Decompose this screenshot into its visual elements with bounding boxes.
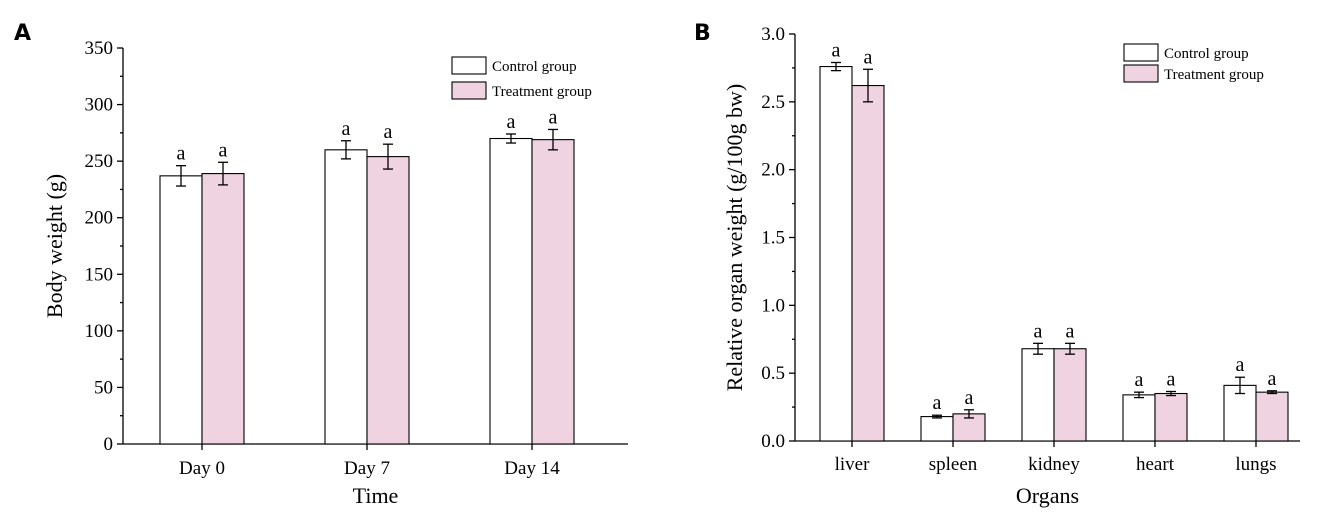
panel-b-significance-label: a [864, 46, 873, 68]
panel-a-bar-treatment [531, 139, 575, 445]
panel-b-bar-control [819, 66, 853, 442]
panel-b-bar-control [1122, 394, 1156, 442]
panel-a-x-tick-label: Day 14 [504, 458, 560, 479]
panel-a-legend-label-treatment: Treatment group [492, 84, 592, 100]
panel-b-bar-control [920, 416, 954, 442]
panel-b-legend-label-treatment: Treatment group [1164, 67, 1264, 83]
panel-a-significance-label: a [342, 118, 351, 140]
panel-a-x-tick-label: Day 0 [179, 458, 225, 479]
panel-b-bar-treatment [1154, 392, 1188, 442]
panel-b-y-tick-label: 2.0 [761, 160, 785, 181]
panel-b-bar-treatment [851, 85, 885, 442]
panel-a: A 0 50 100 150 200 250 300 350 Day 0 a a Day 7 a a Day… [14, 21, 628, 508]
panel-a-bar-treatment [201, 173, 245, 445]
panel-a-y-tick-label: 250 [85, 151, 114, 172]
panel-b-y-tick-label: 1.5 [761, 228, 785, 249]
panel-a-x-axis-title: Time [353, 483, 399, 508]
panel-b-y-tick-label: 0.0 [761, 431, 785, 452]
panel-b-x-tick-label: heart [1136, 454, 1175, 475]
panel-b-significance-label: a [933, 392, 942, 414]
panel-a-bar-control [489, 137, 533, 445]
panel-b-y-tick-label: 1.0 [761, 295, 785, 316]
panel-a-letter: A [14, 21, 31, 46]
panel-a-legend-swatch-control [451, 56, 487, 75]
panel-b-legend-swatch-control [1123, 43, 1159, 62]
panel-b-x-tick-label: spleen [929, 454, 978, 475]
panel-a-y-tick-label: 150 [85, 264, 114, 285]
panel-a-significance-label: a [219, 139, 228, 161]
panel-a-bar-treatment [366, 156, 410, 445]
panel-b-significance-label: a [1236, 354, 1245, 376]
panel-b-significance-label: a [1034, 320, 1043, 342]
panel-b-significance-label: a [832, 39, 841, 61]
panel-b-legend: Control group Treatment group [1123, 43, 1264, 83]
panel-a-significance-label: a [384, 121, 393, 143]
panel-a-y-tick-label: 0 [104, 434, 114, 455]
panel-b-x-tick-label: lungs [1235, 454, 1276, 475]
panel-a-y-tick-label: 100 [85, 321, 114, 342]
panel-a-significance-label: a [507, 111, 516, 133]
panel-b-significance-label: a [1135, 369, 1144, 391]
panel-a-bar-control [324, 149, 368, 445]
panel-a-y-tick-label: 350 [85, 38, 114, 59]
panel-b-significance-label: a [965, 387, 974, 409]
panel-a-y-axis-title: Body weight (g) [42, 174, 67, 318]
panel-a-y-tick-label: 300 [85, 95, 114, 116]
panel-a-legend-label-control: Control group [492, 59, 577, 75]
panel-b: B 0.0 0.5 1.0 1.5 2.0 2.5 3.0 liver a a spleen a a ki… [694, 21, 1300, 508]
panel-a-significance-label: a [177, 143, 186, 165]
panel-b-x-tick-label: liver [835, 454, 870, 475]
panel-a-x-tick-label: Day 7 [344, 458, 390, 479]
panel-b-bar-treatment [1053, 348, 1087, 442]
panel-a-significance-label: a [549, 106, 558, 128]
panel-b-y-tick-label: 3.0 [761, 24, 785, 45]
panel-a-y-tick-label: 200 [85, 208, 114, 229]
panel-b-x-tick-label: kidney [1028, 454, 1080, 475]
panel-a-y-tick-label: 50 [94, 377, 113, 398]
panel-a-legend-swatch-treatment [451, 81, 487, 100]
panel-b-y-tick-label: 2.5 [761, 92, 785, 113]
panel-a-legend: Control group Treatment group [451, 56, 592, 100]
panel-b-legend-swatch-treatment [1123, 64, 1159, 83]
panel-b-y-tick-label: 0.5 [761, 363, 785, 384]
panel-b-significance-label: a [1167, 368, 1176, 390]
panel-b-x-axis-title: Organs [1016, 483, 1079, 508]
panel-b-legend-label-control: Control group [1164, 46, 1249, 62]
panel-a-bar-control [159, 175, 203, 445]
panel-b-significance-label: a [1066, 320, 1075, 342]
panel-b-bar-treatment [1255, 391, 1289, 442]
panel-b-letter: B [694, 21, 711, 46]
panel-b-bar-control [1223, 384, 1257, 442]
panel-b-bar-control [1021, 348, 1055, 442]
panel-b-y-axis-title: Relative organ weight (g/100g bw) [722, 84, 747, 392]
panel-b-significance-label: a [1268, 368, 1277, 390]
